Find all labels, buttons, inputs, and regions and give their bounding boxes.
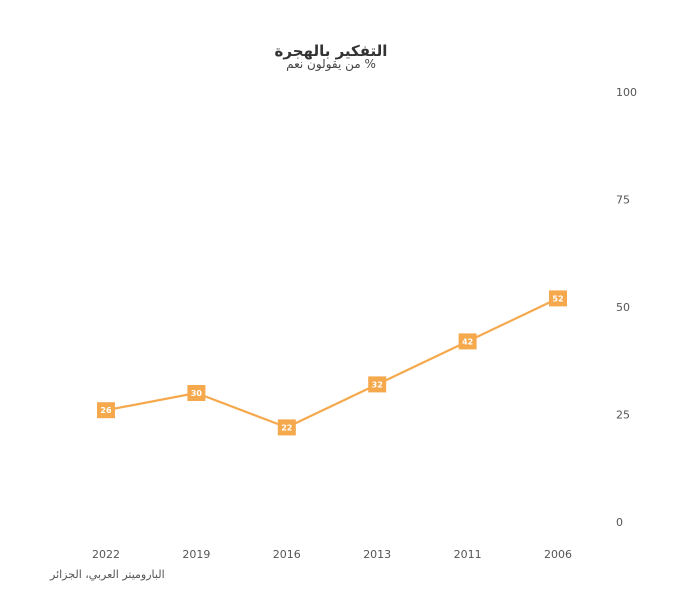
data-label-2016: 22 [281,423,292,432]
y-tick-label-100: 100 [616,86,637,99]
data-point-2019 [187,385,206,401]
data-point-2011 [458,333,477,350]
data-point-2016 [277,419,296,436]
y-tick-label-75: 75 [616,194,630,207]
y-tick-label-25: 25 [616,409,630,422]
series-line [105,297,559,429]
data-label-2006: 52 [552,294,563,303]
data-label-2011: 42 [462,337,473,346]
y-tick-label-0: 0 [616,516,623,529]
data-point-2013 [368,376,387,393]
data-point-2022 [97,402,115,419]
chart-subtitle: % من يقولون نعم [286,57,376,71]
data-label-2013: 32 [372,380,383,389]
data-label-2019: 30 [191,389,203,398]
data-point-2006 [549,290,567,307]
x-tick-label-2006: 2006 [544,548,572,561]
x-tick-label-2022: 2022 [92,548,120,561]
chart-source: الباروميتر العربي، الجزائر [50,568,165,581]
data-label-2022: 26 [100,406,112,415]
x-tick-label-2013: 2013 [363,548,391,561]
x-tick-label-2016: 2016 [273,548,301,561]
y-tick-label-50: 50 [616,301,630,314]
chart-title: التفكير بالهجرة [274,42,388,60]
x-tick-label-2011: 2011 [454,548,482,561]
x-tick-label-2019: 2019 [182,548,210,561]
